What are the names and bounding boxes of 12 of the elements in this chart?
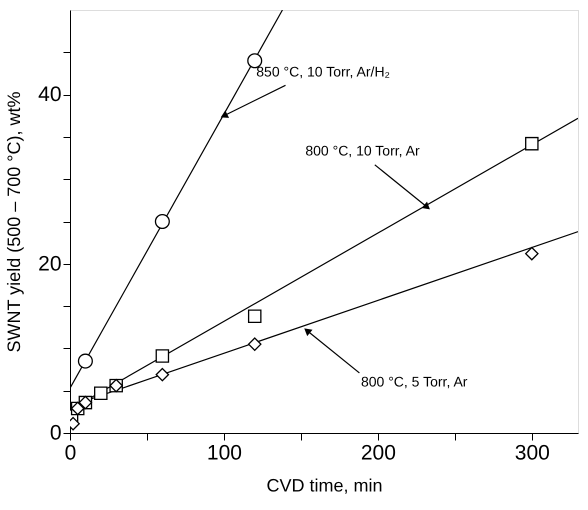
y-tick-label: 40 [38,83,62,106]
y-tick-label: 0 [50,422,62,444]
annotation: 800 °C, 10 Torr, Ar [305,142,420,158]
x-tick-label: 300 [514,442,550,464]
annotation: 800 °C, 5 Torr, Ar [360,373,468,390]
y-axis-title: SWNT yield (500 – 700 °C), wt% [4,92,24,352]
annotation: 850 °C, 10 Torr, Ar/H₂ [256,63,390,80]
x-tick-label: 100 [206,442,242,464]
x-tick-label: 0 [64,442,76,464]
x-tick-label: 200 [360,442,396,464]
y-tick-label: 20 [38,252,62,276]
x-axis-title: CVD time, min [266,476,383,496]
